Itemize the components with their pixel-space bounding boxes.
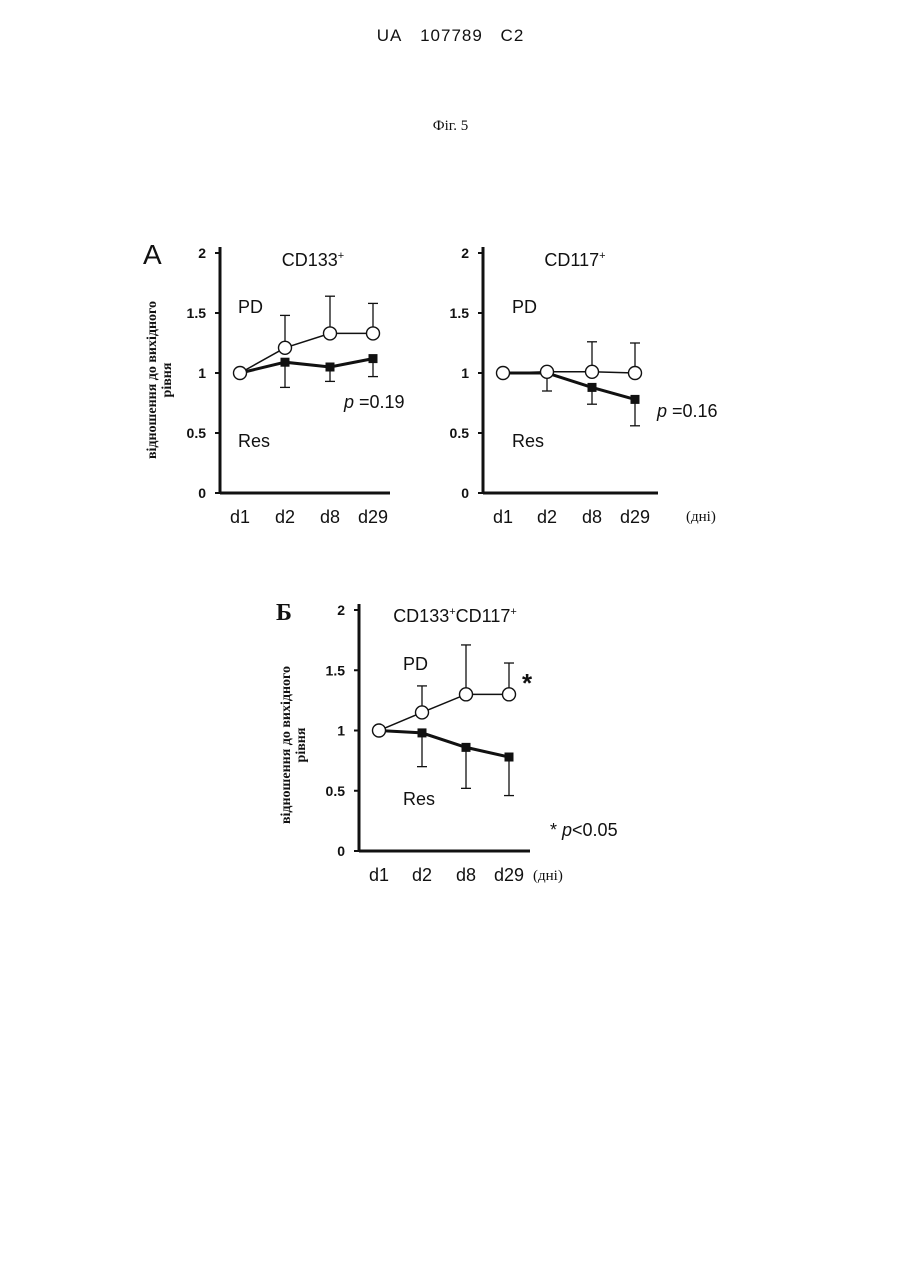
- days-unit-label-a: (дні): [686, 509, 716, 525]
- panel-letter-a: A: [143, 239, 162, 270]
- marker-pd: [373, 724, 386, 737]
- x-tick-label: d29: [620, 507, 650, 527]
- significance-star: *: [522, 668, 533, 698]
- y-tick-label: 2: [337, 602, 345, 618]
- marker-pd: [629, 367, 642, 380]
- chart-title: CD117+: [544, 250, 605, 270]
- marker-pd: [586, 365, 599, 378]
- y-axis-label-b-line2: рівня: [294, 727, 309, 762]
- y-tick-label: 2: [198, 245, 206, 261]
- marker-res: [631, 395, 640, 404]
- series-label-pd: PD: [238, 297, 263, 317]
- panel-letter-b: Б: [276, 600, 292, 626]
- marker-res: [281, 358, 290, 367]
- y-axis-label-a: відношення до вихідного рівня: [145, 301, 175, 459]
- series-label-res: Res: [238, 431, 270, 451]
- y-tick-label: 0: [461, 485, 469, 501]
- y-tick-label: 0: [198, 485, 206, 501]
- marker-pd: [324, 327, 337, 340]
- marker-res: [326, 363, 335, 372]
- y-axis-label-b: відношення до вихідного рівня: [279, 666, 309, 824]
- series-label-res: Res: [512, 431, 544, 451]
- y-tick-label: 1.5: [326, 662, 346, 678]
- series-line-pd: [503, 372, 635, 373]
- chart-title: CD133+: [282, 250, 344, 270]
- y-tick-label: 1: [337, 723, 345, 739]
- y-tick-label: 0.5: [187, 425, 207, 441]
- series-line-res: [240, 359, 373, 373]
- series-label-pd: PD: [403, 654, 428, 674]
- chart-cd133: 0 0.5 1 1.5 2 d1 d2 d8 d29 CD133+ PD Res p =0.19: [187, 245, 405, 527]
- marker-pd: [367, 327, 380, 340]
- y-tick-label: 2: [461, 245, 469, 261]
- x-tick-label: d8: [582, 507, 602, 527]
- y-tick-label: 0.5: [326, 783, 346, 799]
- chart-cd117: 0 0.5 1 1.5 2 d1 d2 d8 d29 CD117+ PD Res p =0.16: [450, 245, 718, 527]
- x-tick-label: d29: [358, 507, 388, 527]
- marker-pd: [497, 367, 510, 380]
- series-line-res: [503, 373, 635, 399]
- p-value-annotation: p =0.16: [656, 401, 718, 421]
- x-tick-label: d8: [320, 507, 340, 527]
- y-tick-label: 1.5: [187, 305, 207, 321]
- x-tick-label: d1: [230, 507, 250, 527]
- x-tick-label: d29: [494, 865, 524, 885]
- series-line-res: [379, 731, 509, 758]
- x-tick-label: d1: [369, 865, 389, 885]
- y-axis-label-b-line1: відношення до вихідного: [279, 666, 294, 824]
- x-tick-label: d8: [456, 865, 476, 885]
- marker-res: [588, 383, 597, 392]
- p-value-annotation: * p<0.05: [550, 820, 618, 840]
- series-label-pd: PD: [512, 297, 537, 317]
- figure-canvas: A Б відношення до вихідного рівня віднош…: [0, 0, 901, 1273]
- y-axis-label-a-line2: рівня: [160, 362, 175, 397]
- marker-res: [462, 743, 471, 752]
- marker-pd: [460, 688, 473, 701]
- x-tick-label: d2: [275, 507, 295, 527]
- y-tick-label: 1.5: [450, 305, 470, 321]
- series-line-pd: [379, 694, 509, 730]
- chart-title: CD133+CD117+: [393, 606, 517, 626]
- series-label-res: Res: [403, 789, 435, 809]
- marker-pd: [503, 688, 516, 701]
- marker-res: [369, 354, 378, 363]
- y-tick-label: 0.5: [450, 425, 470, 441]
- x-tick-label: d1: [493, 507, 513, 527]
- days-unit-label-b: (дні): [533, 868, 563, 884]
- chart-cd133-cd117: 0 0.5 1 1.5 2 d1 d2 d8 d29 CD133+CD117+ PD Res * p<0…: [326, 602, 618, 885]
- marker-pd: [541, 365, 554, 378]
- y-tick-label: 0: [337, 843, 345, 859]
- y-tick-label: 1: [198, 365, 206, 381]
- marker-res: [505, 753, 514, 762]
- marker-pd: [234, 367, 247, 380]
- marker-pd: [279, 341, 292, 354]
- p-value-annotation: p =0.19: [343, 392, 405, 412]
- x-tick-label: d2: [537, 507, 557, 527]
- marker-pd: [416, 706, 429, 719]
- marker-res: [418, 728, 427, 737]
- y-tick-label: 1: [461, 365, 469, 381]
- x-tick-label: d2: [412, 865, 432, 885]
- y-axis-label-a-line1: відношення до вихідного: [145, 301, 160, 459]
